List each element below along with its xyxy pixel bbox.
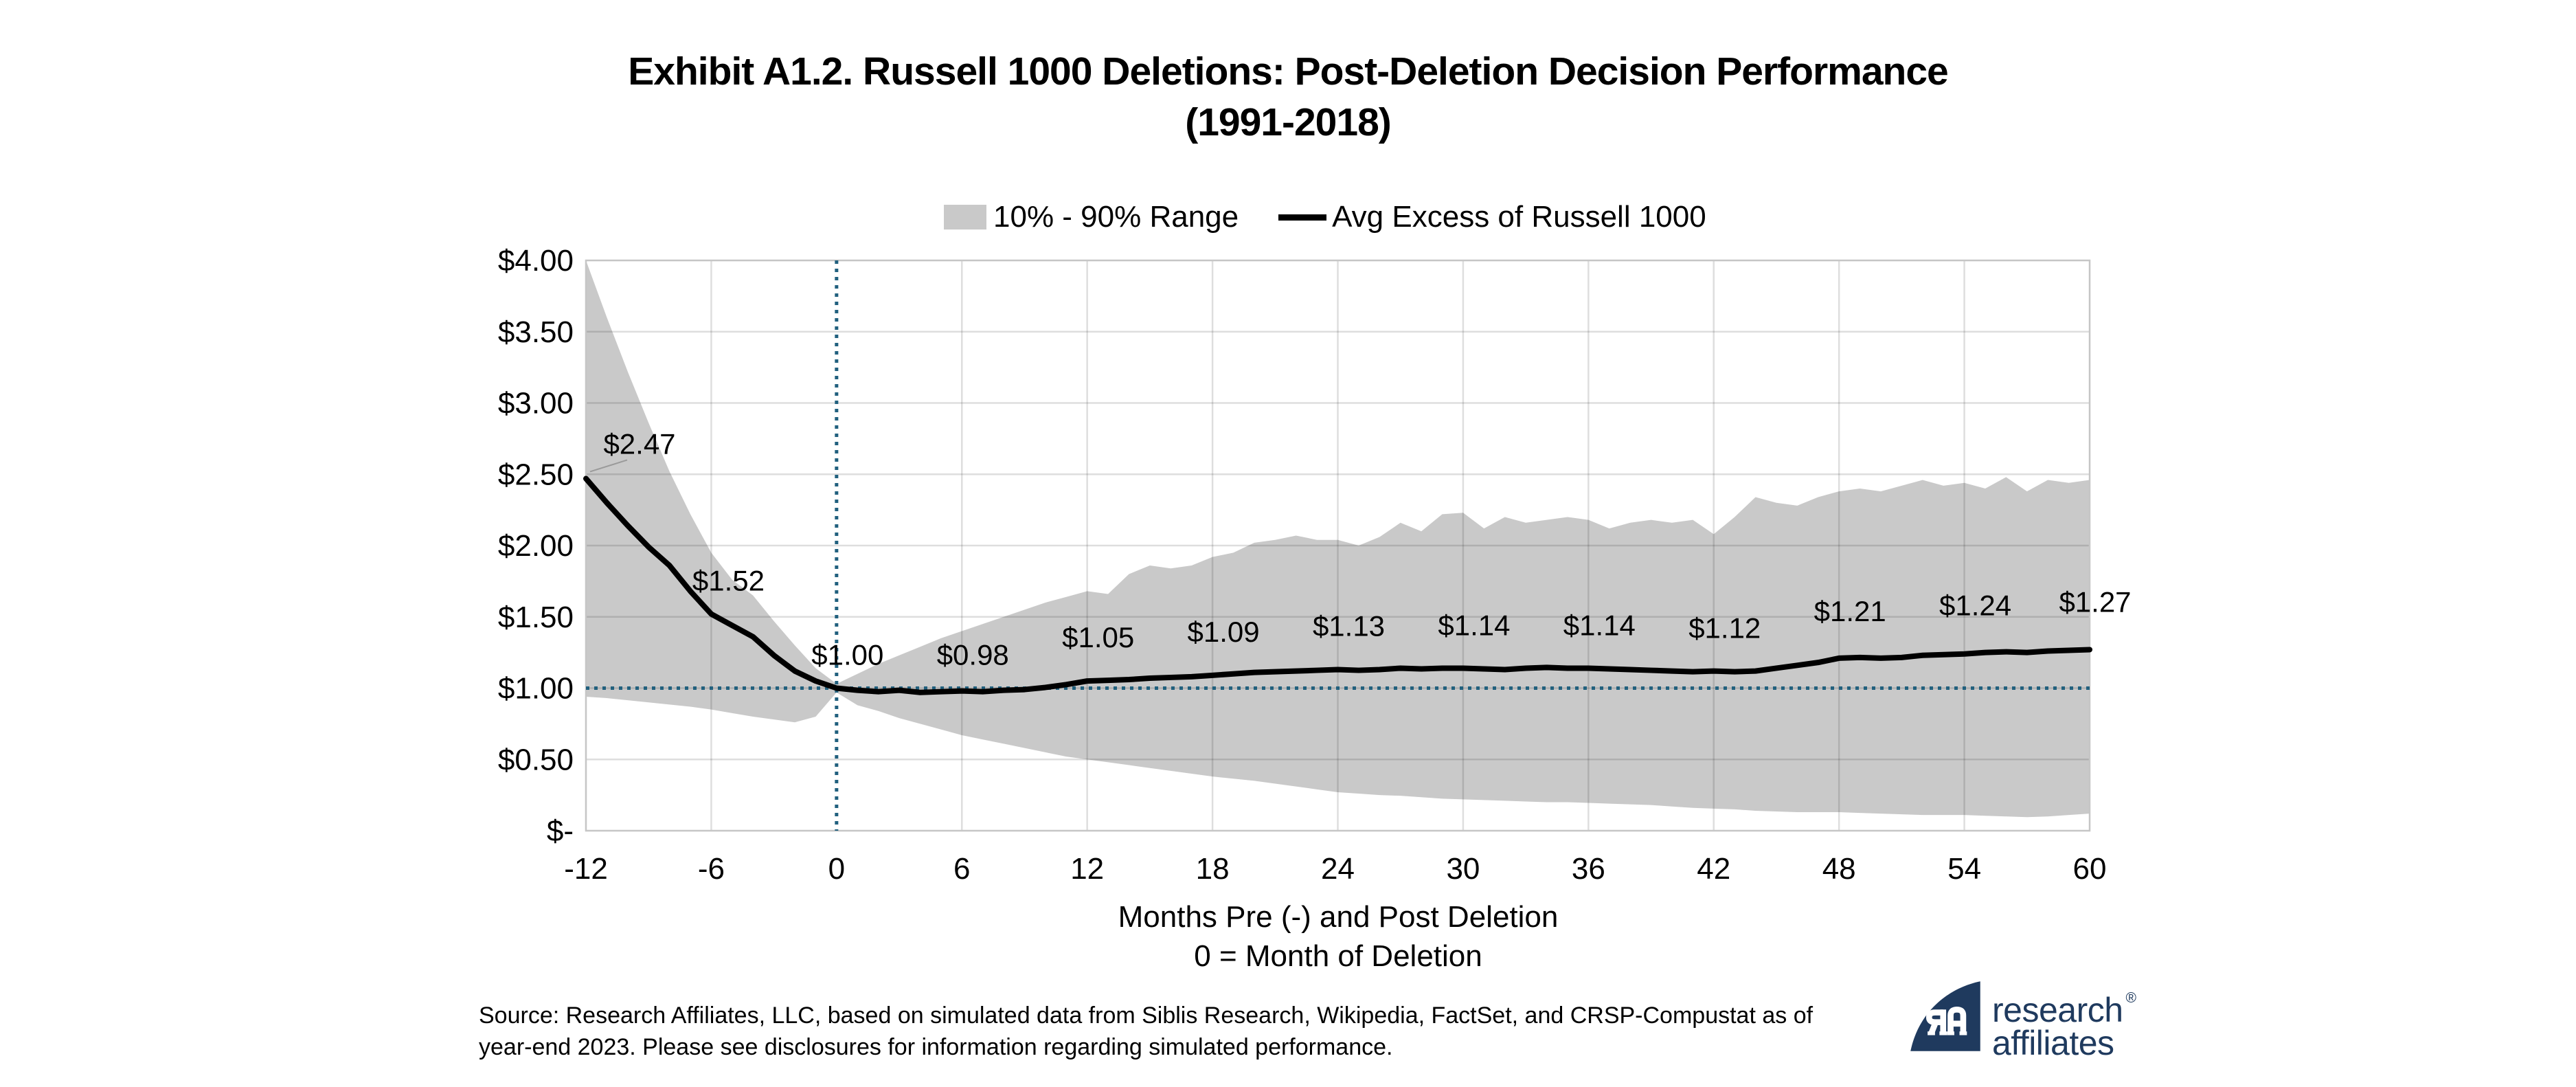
y-tick-label: $3.00 bbox=[498, 387, 574, 421]
percentile-band bbox=[586, 260, 2090, 818]
point-label: $1.13 bbox=[1313, 610, 1385, 642]
ra-logo-icon bbox=[1910, 981, 1980, 1051]
point-label: $1.00 bbox=[811, 639, 883, 671]
x-tick-label: 0 bbox=[828, 852, 845, 886]
chart-legend: 10% - 90% Range Avg Excess of Russell 10… bbox=[944, 200, 1706, 234]
x-axis-title-line2: 0 = Month of Deletion bbox=[1194, 939, 1482, 973]
y-tick-label: $2.50 bbox=[498, 458, 574, 491]
legend-line-label: Avg Excess of Russell 1000 bbox=[1332, 200, 1706, 234]
y-tick-label: $- bbox=[547, 814, 574, 848]
x-tick-label: 12 bbox=[1070, 852, 1104, 886]
x-tick-label: 24 bbox=[1321, 852, 1355, 886]
x-tick-label: 36 bbox=[1572, 852, 1605, 886]
point-label: $0.98 bbox=[937, 639, 1009, 671]
y-tick-label: $3.50 bbox=[498, 315, 574, 349]
legend-band-label: 10% - 90% Range bbox=[993, 200, 1239, 234]
x-tick-label: 60 bbox=[2073, 852, 2107, 886]
chart-title: Exhibit A1.2. Russell 1000 Deletions: Po… bbox=[0, 45, 2576, 147]
point-label: $1.52 bbox=[692, 565, 765, 597]
y-tick-label: $1.00 bbox=[498, 672, 574, 706]
point-label: $2.47 bbox=[603, 427, 675, 460]
x-tick-label: 18 bbox=[1196, 852, 1230, 886]
x-axis-title-line1: Months Pre (-) and Post Deletion bbox=[1118, 900, 1559, 934]
x-tick-label: 6 bbox=[953, 852, 970, 886]
x-tick-label: 42 bbox=[1697, 852, 1730, 886]
y-axis-labels: $4.00 $3.50 $3.00 $2.50 $2.00 $1.50 $1.00 $0.50… bbox=[498, 244, 574, 848]
logo-wordmark: research ® affiliates bbox=[1992, 982, 2136, 1060]
y-tick-label: $1.50 bbox=[498, 601, 574, 634]
x-tick-label: 54 bbox=[1947, 852, 1981, 886]
point-label: $1.21 bbox=[1814, 595, 1886, 627]
y-tick-label: $2.00 bbox=[498, 529, 574, 563]
point-label: $1.14 bbox=[1438, 609, 1510, 641]
logo-word2: affiliates bbox=[1992, 1024, 2114, 1062]
source-note-line1: Source: Research Affiliates, LLC, based … bbox=[479, 1002, 1814, 1029]
registered-mark: ® bbox=[2125, 990, 2136, 1006]
x-tick-label: 48 bbox=[1822, 852, 1856, 886]
x-axis-title: Months Pre (-) and Post Deletion 0 = Mon… bbox=[1118, 897, 1559, 976]
x-tick-label: -12 bbox=[564, 852, 608, 886]
point-labels: $2.47 $1.52 $1.00 $0.98 $1.05 $1.09 $1.13 $1.14… bbox=[589, 427, 2132, 671]
band-swatch-icon bbox=[944, 205, 986, 229]
source-note: Source: Research Affiliates, LLC, based … bbox=[479, 1000, 1813, 1063]
chart-title-line1: Exhibit A1.2. Russell 1000 Deletions: Po… bbox=[628, 49, 1949, 93]
logo-word1: research ® bbox=[1992, 990, 2136, 1029]
chart-title-line2: (1991-2018) bbox=[1185, 100, 1392, 144]
research-affiliates-logo: research ® affiliates bbox=[1908, 979, 2136, 1060]
line-swatch-icon bbox=[1278, 214, 1327, 221]
point-label: $1.09 bbox=[1188, 616, 1260, 648]
source-note-line2: year-end 2023. Please see disclosures fo… bbox=[479, 1034, 1393, 1060]
x-tick-label: -6 bbox=[698, 852, 725, 886]
avg-excess-line bbox=[583, 475, 2092, 695]
y-tick-label: $0.50 bbox=[498, 743, 574, 776]
plot-border bbox=[585, 259, 2091, 832]
point-label: $1.12 bbox=[1688, 612, 1761, 645]
x-tick-label: 30 bbox=[1446, 852, 1480, 886]
y-tick-label: $4.00 bbox=[498, 244, 574, 278]
point-label: $1.14 bbox=[1563, 609, 1636, 641]
x-axis-labels: -12 -6 0 6 12 18 24 30 36 42 48 54 60 bbox=[564, 852, 2106, 886]
point-label: $1.05 bbox=[1062, 621, 1134, 653]
point-label: $1.27 bbox=[2059, 585, 2131, 618]
point-label: $1.24 bbox=[1939, 590, 2011, 622]
